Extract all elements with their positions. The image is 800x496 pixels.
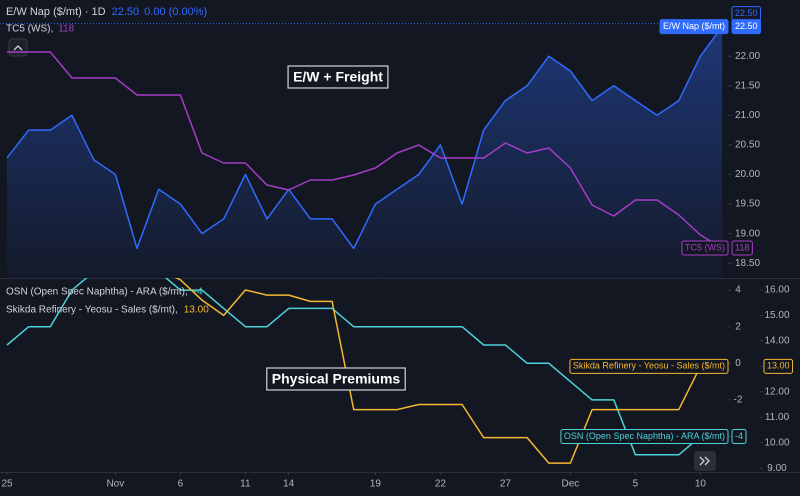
button-box[interactable] <box>8 38 28 57</box>
line <box>7 51 723 249</box>
top-pane <box>6 26 723 278</box>
axis-price-tag-box <box>731 19 762 35</box>
scroll-to-end-button[interactable] <box>694 451 716 471</box>
annotation-box <box>266 367 406 391</box>
y-tick-label: 21.00 <box>735 110 760 121</box>
axis-price-tag-box <box>731 240 753 256</box>
y-tick-label: 2 <box>735 321 741 332</box>
axis-price-tag: 13.00 <box>767 361 790 371</box>
x-tick-label: 5 <box>633 479 639 490</box>
series-tag-box <box>659 19 729 35</box>
axis-price-tag-box <box>731 428 747 444</box>
button-box[interactable] <box>694 451 716 471</box>
y2-tick-label: 11.00 <box>765 412 790 423</box>
y2-tick-label: 9.00 <box>767 463 787 474</box>
axis-price-outline: 22.50 <box>735 8 758 18</box>
series-tag-box <box>569 358 729 374</box>
axis-price-tag: 118 <box>735 242 749 252</box>
legend-value: 13.00 <box>184 305 209 316</box>
legend-value: 118 <box>58 24 74 35</box>
series-tag: Skikda Refinery - Yeosu - Sales ($/mt) <box>573 361 725 371</box>
legend-entry: OSN (Open Spec Naphtha) - ARA ($/mt), <box>6 287 188 298</box>
bottom-pane <box>6 278 702 464</box>
x-tick-label: 11 <box>240 479 251 490</box>
line <box>6 278 701 456</box>
x-tick-label: Dec <box>562 479 580 490</box>
area <box>7 26 723 278</box>
y2-tick-label: 12.00 <box>764 386 789 397</box>
axis-price-tag: 22.50 <box>735 21 758 31</box>
y2-tick-label: 15.00 <box>764 310 789 321</box>
y-tick-label: 19.00 <box>735 228 760 239</box>
series-tag-box <box>681 240 729 256</box>
y-tick-label: 18.50 <box>735 258 760 269</box>
legend-entry: TC5 (WS), <box>6 24 53 35</box>
labels: 25 Nov 6 11 14 19 22 27 Dec 5 1018.5019.0019.5020.… <box>0 6 794 490</box>
line <box>6 26 723 250</box>
last-value: 22.50 <box>112 6 140 18</box>
y-tick-label: 20.00 <box>735 169 760 180</box>
x-tick-label: 27 <box>500 479 512 490</box>
change: 0.00 (0.00%) <box>144 6 207 18</box>
y-tick-label: 21.50 <box>735 80 760 91</box>
x-tick-label: 25 <box>1 479 13 490</box>
x-tick-label: Nov <box>106 479 124 490</box>
x-tick-label: 14 <box>283 479 295 490</box>
legend-entry: Skikda Refinery - Yeosu - Sales ($/mt), <box>6 305 178 316</box>
y-tick-label: 20.50 <box>735 140 760 151</box>
axis-price-tag: -4 <box>735 431 743 441</box>
series-tag: OSN (Open Spec Naphtha) - ARA ($/mt) <box>564 431 725 441</box>
x-tick-label: 10 <box>695 479 707 490</box>
line <box>174 278 702 464</box>
chevron-icon <box>13 45 23 51</box>
y-tick-label: 0 <box>735 358 741 369</box>
axis-price-tag-box <box>763 358 794 374</box>
y-tick-label: 19.50 <box>735 199 760 210</box>
y2-tick-label: 10.00 <box>764 437 789 448</box>
collapse-button[interactable] <box>8 38 28 57</box>
x-tick-label: 19 <box>370 479 382 490</box>
series-tag-box <box>560 428 729 444</box>
x-tick-label: 6 <box>178 479 184 490</box>
y2-tick-label: 16.00 <box>764 285 789 296</box>
series-tag: TC5 (WS) <box>685 242 725 252</box>
annotation: E/W + Freight <box>293 69 383 85</box>
y-tick-label: 22.00 <box>735 51 760 62</box>
y2-tick-label: 14.00 <box>764 336 789 347</box>
series-header: E/W Nap ($/mt) · 1D <box>6 6 106 18</box>
series-tag: E/W Nap ($/mt) <box>663 21 725 31</box>
y-tick-label: 4 <box>735 285 741 296</box>
annotation-box <box>287 65 389 89</box>
chevrons-icon <box>699 456 710 466</box>
legend-value: -4 <box>194 287 203 298</box>
y-tick-label: -2 <box>734 395 743 406</box>
x-tick-label: 22 <box>435 479 447 490</box>
annotation: Physical Premiums <box>272 371 401 387</box>
